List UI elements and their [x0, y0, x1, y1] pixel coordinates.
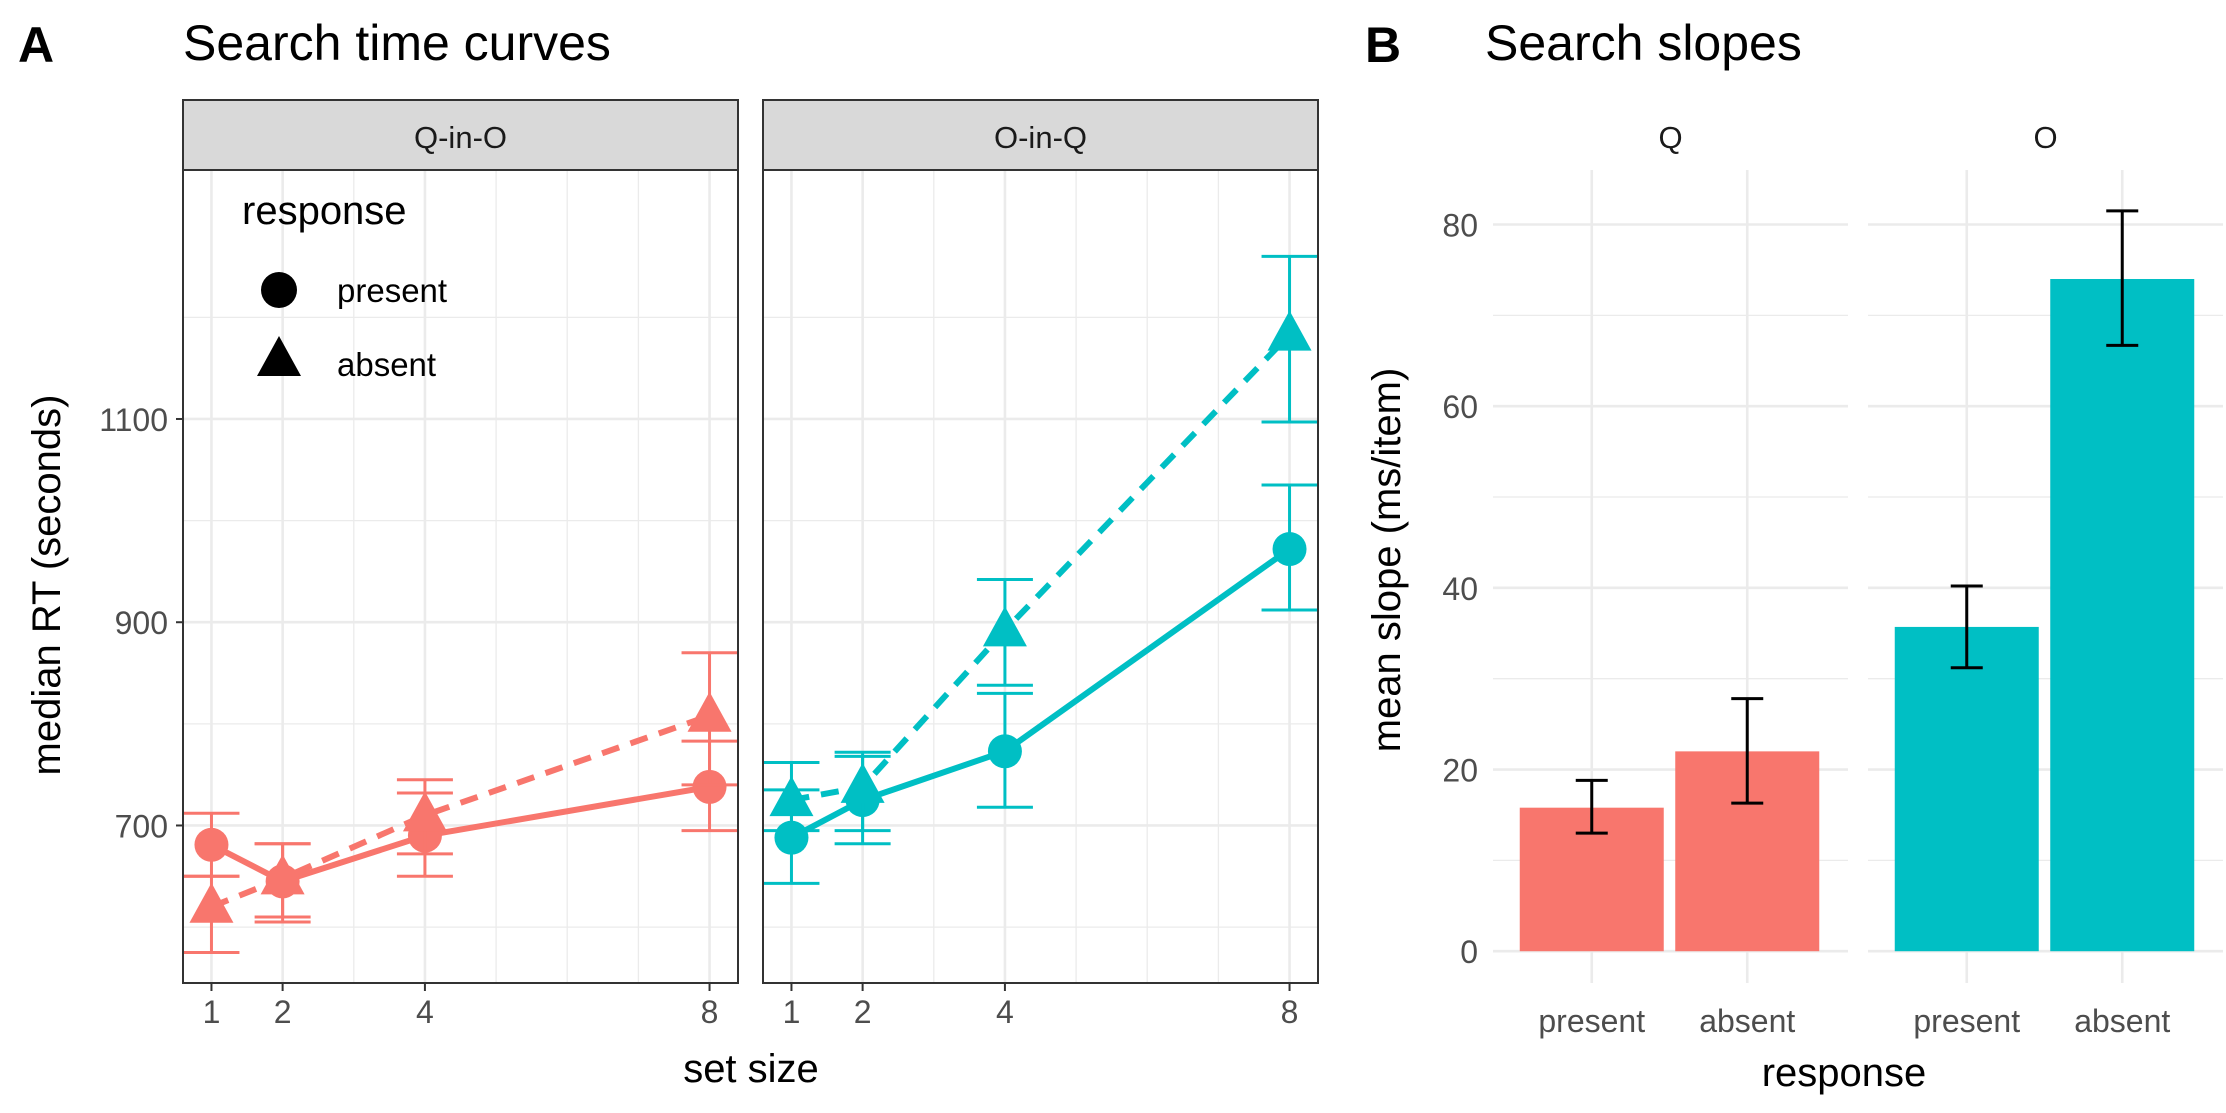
panel-b-x-axis-label: response [1762, 1051, 1927, 1095]
panel-b-y-axis-label: mean slope (ms/item) [1365, 368, 1409, 753]
point-present [194, 827, 229, 862]
panel-b-label: B [1365, 17, 1401, 73]
y-tick-label-1100: 1100 [99, 402, 168, 438]
facet-q-in-o: Q-in-O 1 2 4 8 [182, 99, 739, 1030]
facet-strip-label: Q [1658, 120, 1682, 155]
facet-strip [762, 99, 1319, 171]
point-absent [769, 776, 814, 817]
panel-border [182, 169, 739, 984]
panel-a-y-ticks: 700 900 1100 [99, 402, 183, 844]
facet-strip-label: O-in-Q [994, 120, 1087, 155]
facet-strip [182, 99, 739, 171]
x-tick-label: 1 [783, 994, 801, 1030]
point-absent [982, 606, 1027, 647]
y-tick-label-700: 700 [115, 808, 168, 844]
panel-a-x-axis-label: set size [683, 1047, 819, 1091]
x-tick-label: 8 [701, 994, 719, 1030]
legend-item-present: present [337, 272, 447, 309]
point-absent [1267, 310, 1312, 351]
point-absent [402, 791, 447, 832]
y-tick-label-40: 40 [1442, 571, 1478, 607]
panel-border [762, 169, 1319, 984]
facet-o-in-q: O-in-Q 1 2 4 8 [762, 99, 1319, 1030]
legend-title: response [242, 189, 407, 233]
point-absent [260, 854, 305, 895]
point-present [987, 734, 1022, 769]
x-tick-label: 4 [416, 994, 434, 1030]
panel-a-title: Search time curves [183, 15, 611, 71]
panel-b-title: Search slopes [1485, 15, 1802, 71]
legend: response present absent [242, 189, 447, 383]
legend-item-absent: absent [337, 346, 436, 383]
series-line-present [790, 546, 1292, 841]
point-present [1272, 532, 1307, 567]
facet-strip-label: Q-in-O [414, 120, 507, 155]
series-line-present [210, 783, 711, 885]
x-tick-label: 2 [274, 994, 292, 1030]
legend-circle-icon [261, 272, 297, 308]
plot-background [763, 170, 1318, 983]
x-tick-label: 2 [854, 994, 872, 1030]
panel-b-y-ticks: 0 20 40 60 80 [1442, 208, 1478, 971]
legend-triangle-icon [257, 336, 301, 376]
point-absent [687, 691, 732, 732]
x-tick-label: present [1913, 1003, 2020, 1039]
x-tick-label: 1 [203, 994, 221, 1030]
y-tick-label-20: 20 [1442, 753, 1478, 789]
x-tick-label: absent [2074, 1003, 2170, 1039]
facet-strip-label: O [2033, 120, 2057, 155]
y-tick-label-0: 0 [1460, 934, 1478, 970]
x-tick-label: 4 [996, 994, 1014, 1030]
point-absent [840, 762, 885, 803]
panel-a-y-axis-label: median RT (seconds) [25, 395, 69, 776]
x-tick-label: absent [1699, 1003, 1795, 1039]
series-line-absent [210, 712, 711, 910]
series-line-absent [790, 332, 1292, 804]
point-present [692, 769, 727, 804]
panel-a-label: A [18, 17, 54, 73]
bar-absent [2050, 279, 2195, 952]
point-absent [189, 882, 234, 923]
y-tick-label-60: 60 [1442, 389, 1478, 425]
bar-present [1894, 626, 2039, 952]
x-tick-label: present [1538, 1003, 1645, 1039]
y-tick-label-80: 80 [1442, 208, 1478, 244]
x-tick-label: 8 [1281, 994, 1299, 1030]
y-tick-label-900: 900 [115, 605, 168, 641]
